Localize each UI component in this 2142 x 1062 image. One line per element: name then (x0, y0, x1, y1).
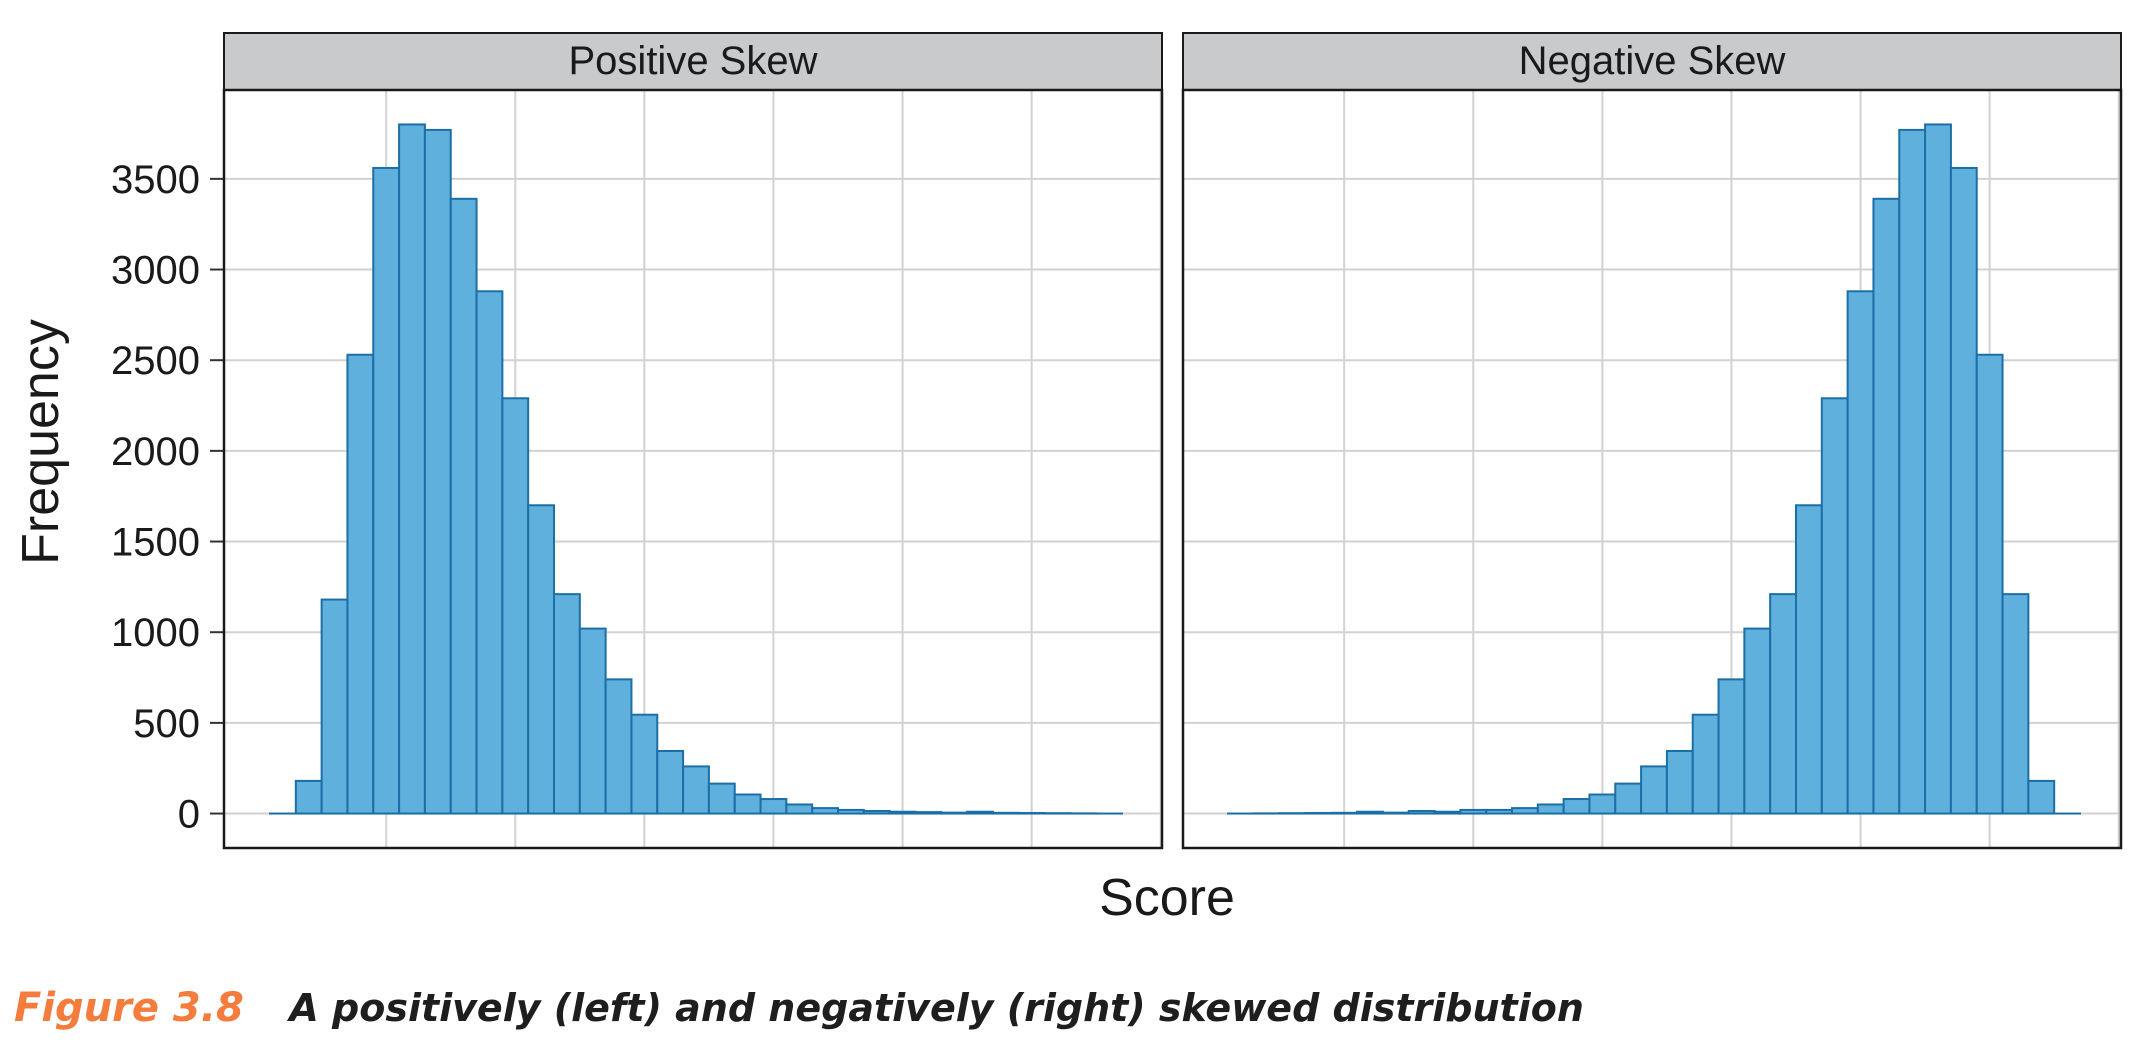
y-axis-title: Frequency (12, 319, 70, 565)
histogram-bar (527, 504, 556, 815)
y-tick-label: 1500 (111, 521, 200, 565)
histogram-bar (656, 749, 685, 815)
y-tick-label: 500 (133, 702, 200, 746)
histogram-bar (940, 811, 969, 815)
histogram-bar (759, 798, 788, 815)
histogram-bar (1614, 782, 1643, 815)
histogram-bar (423, 128, 452, 815)
histogram-bar (553, 593, 581, 815)
histogram-bar (1536, 803, 1565, 815)
histogram-bar (1407, 810, 1436, 815)
facet-strip-title: Positive Skew (569, 39, 818, 83)
histogram-bar (2001, 593, 2030, 815)
histogram-bar (1511, 807, 1539, 815)
y-tick-label: 1000 (111, 611, 200, 655)
figure-caption: Figure 3.8 A positively (left) and negat… (14, 985, 1584, 1045)
histogram-bar (475, 290, 504, 815)
histogram-bar (888, 810, 917, 815)
facet-strip-title: Negative Skew (1519, 39, 1786, 83)
histogram-bar (785, 803, 814, 815)
y-tick-layer: 0 500 1000 1500 2000 2500 3000 3500 (111, 158, 224, 837)
facet-strip (223, 32, 1163, 91)
histogram-bar (811, 807, 840, 815)
histogram-bar (966, 810, 994, 815)
y-tick-label: 2500 (111, 339, 200, 383)
histogram-bar (837, 808, 865, 815)
histogram-bar (1330, 811, 1359, 815)
histogram-bar (1433, 810, 1462, 815)
histogram-bar (2027, 779, 2056, 815)
histogram-bar (707, 782, 736, 815)
histogram-bar (1304, 812, 1333, 815)
panel-positive-skew: Positive Skew (222, 32, 1164, 850)
histogram-bar (1975, 353, 2004, 815)
histogram-bar (1017, 812, 1046, 815)
histogram-bar (1717, 678, 1746, 815)
histogram-bar (1872, 197, 1901, 815)
histogram-bar (372, 166, 401, 815)
histogram-bar (914, 811, 943, 815)
histogram-bar (1743, 627, 1772, 815)
histogram-bar (733, 793, 762, 815)
y-tick-label: 3000 (111, 249, 200, 293)
histogram-bar (1665, 749, 1694, 815)
histogram-bar (1485, 808, 1513, 815)
histogram-bar (862, 810, 891, 815)
histogram-bar (1846, 290, 1875, 815)
histogram-bar (1820, 397, 1849, 815)
panel-border (1181, 88, 2123, 850)
histogram-bar (320, 598, 349, 815)
histogram-bar (682, 765, 710, 815)
histogram-bar (294, 779, 323, 815)
histogram-bar (1769, 593, 1797, 815)
facet-strip (1182, 32, 2122, 91)
histogram-bar (1795, 504, 1823, 815)
panel-border (222, 88, 1164, 850)
histogram-bar (1949, 166, 1978, 815)
histogram-bar (1459, 808, 1488, 815)
histogram-bar (991, 811, 1020, 815)
histogram-bar (1562, 798, 1591, 815)
histogram-bar (449, 197, 478, 815)
panel-negative-skew: Negative Skew (1181, 32, 2123, 850)
histogram-bar (1691, 713, 1720, 815)
figure-caption-text: A positively (left) and negatively (righ… (289, 986, 1584, 1030)
histogram-bar (501, 397, 530, 815)
histogram-bar (630, 713, 659, 815)
x-axis-title: Score (1099, 869, 1235, 927)
histogram-bar (1588, 793, 1617, 815)
y-tick-label: 2000 (111, 430, 200, 474)
histogram-bar (1381, 811, 1410, 815)
histogram-bar (604, 678, 633, 815)
histogram-bar (1356, 810, 1384, 815)
axis-title-layer: Frequency Score (12, 319, 1235, 927)
histogram-bar (578, 627, 607, 815)
y-tick-label: 0 (178, 793, 200, 837)
y-tick-label: 3500 (111, 158, 200, 202)
histogram-bar (346, 353, 375, 815)
histogram-bar (1898, 128, 1927, 815)
histogram-bar (1640, 765, 1668, 815)
figure-caption-label: Figure 3.8 (14, 985, 244, 1031)
histogram-bar (1924, 123, 1952, 815)
histogram-bar (398, 123, 426, 815)
